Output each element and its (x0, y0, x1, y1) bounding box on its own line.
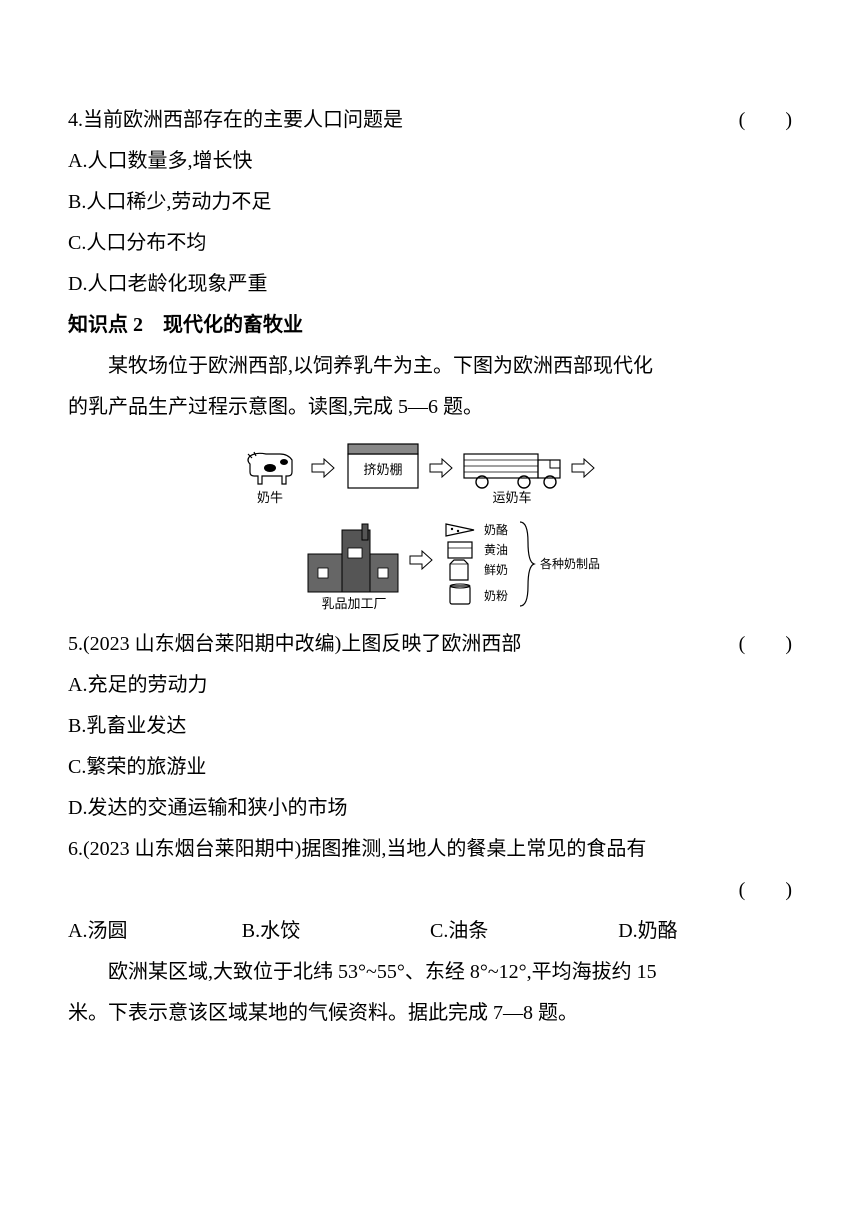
arrow-icon (430, 459, 452, 477)
q5-row: 5.(2023 山东烟台莱阳期中改编)上图反映了欧洲西部 ( ) (68, 624, 792, 665)
q6-option-b: B.水饺 (242, 911, 430, 952)
dairy-diagram: 奶牛 挤奶棚 (68, 436, 792, 616)
milking-shed-icon: 挤奶棚 (348, 444, 418, 488)
q4-option-c: C.人口分布不均 (68, 223, 792, 264)
products-label: 各种奶制品 (540, 556, 600, 571)
passage1-line2: 的乳产品生产过程示意图。读图,完成 5—6 题。 (68, 387, 792, 428)
q6-paren-row: ( ) (68, 870, 792, 911)
q5-stem: 5.(2023 山东烟台莱阳期中改编)上图反映了欧洲西部 (68, 624, 521, 665)
shed-label: 挤奶棚 (363, 462, 402, 477)
truck-label: 运奶车 (492, 490, 531, 505)
passage2-line2: 米。下表示意该区域某地的气候资料。据此完成 7—8 题。 (68, 993, 792, 1034)
q6-option-a: A.汤圆 (68, 911, 242, 952)
q5-option-d: D.发达的交通运输和狭小的市场 (68, 788, 792, 829)
q4-row: 4.当前欧洲西部存在的主要人口问题是 ( ) (68, 100, 792, 141)
arrow-icon (572, 459, 594, 477)
butter-label: 黄油 (484, 543, 508, 557)
q5-option-c: C.繁荣的旅游业 (68, 747, 792, 788)
milk-truck-icon (464, 454, 560, 488)
q5-option-b: B.乳畜业发达 (68, 706, 792, 747)
q6-stem: 6.(2023 山东烟台莱阳期中)据图推测,当地人的餐桌上常见的食品有 (68, 829, 792, 870)
q6-option-d: D.奶酪 (618, 911, 792, 952)
cow-icon (248, 452, 292, 484)
q4-option-a: A.人口数量多,增长快 (68, 141, 792, 182)
q4-option-d: D.人口老龄化现象严重 (68, 264, 792, 305)
q4-paren: ( ) (739, 100, 792, 141)
powder-label: 奶粉 (484, 589, 508, 603)
arrow-icon (312, 459, 334, 477)
dairy-products-icon: 奶酪 黄油 鲜奶 奶粉 各种奶制品 (446, 522, 600, 606)
factory-label: 乳品加工厂 (321, 596, 386, 611)
q6-paren: ( ) (739, 870, 792, 911)
arrow-icon (410, 551, 432, 569)
diagram-svg: 奶牛 挤奶棚 (220, 436, 640, 616)
passage2-line1: 欧洲某区域,大致位于北纬 53°~55°、东经 8°~12°,平均海拔约 15 (68, 952, 792, 993)
cow-label: 奶牛 (257, 490, 283, 505)
q6-options: A.汤圆 B.水饺 C.油条 D.奶酪 (68, 911, 792, 952)
passage1-line1: 某牧场位于欧洲西部,以饲养乳牛为主。下图为欧洲西部现代化 (68, 346, 792, 387)
knowledge-point-2: 知识点 2 现代化的畜牧业 (68, 305, 792, 346)
q4-option-b: B.人口稀少,劳动力不足 (68, 182, 792, 223)
dairy-factory-icon (308, 524, 398, 592)
q6-option-c: C.油条 (430, 911, 618, 952)
q5-option-a: A.充足的劳动力 (68, 665, 792, 706)
milk-label: 鲜奶 (484, 563, 508, 577)
q5-paren: ( ) (739, 624, 792, 665)
document-content: 4.当前欧洲西部存在的主要人口问题是 ( ) A.人口数量多,增长快 B.人口稀… (68, 100, 792, 1034)
q4-stem: 4.当前欧洲西部存在的主要人口问题是 (68, 100, 403, 141)
cheese-label: 奶酪 (484, 522, 508, 537)
